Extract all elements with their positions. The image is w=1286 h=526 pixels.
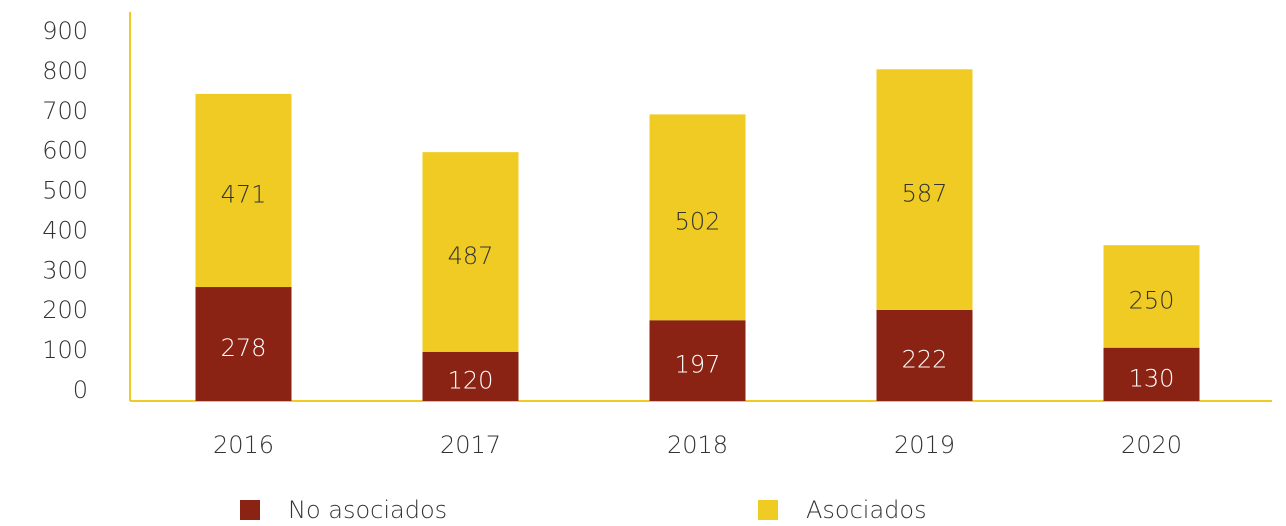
data-label: 502 (675, 207, 721, 235)
y-tick-label: 700 (42, 97, 88, 125)
legend-swatch (240, 500, 260, 520)
x-tick-label: 2017 (440, 431, 501, 459)
y-tick-label: 600 (42, 137, 88, 165)
y-tick-label: 800 (42, 57, 88, 85)
y-tick-label: 400 (42, 216, 88, 244)
legend-label: No asociados (288, 496, 447, 524)
y-tick-label: 500 (42, 177, 88, 205)
data-label: 197 (675, 351, 721, 379)
data-label: 222 (902, 345, 948, 373)
bar-segment (195, 287, 292, 401)
y-tick-label: 0 (73, 376, 88, 404)
legend-swatch (758, 500, 778, 520)
data-label: 587 (902, 180, 948, 208)
y-tick-label: 900 (42, 17, 88, 45)
data-label: 250 (1129, 286, 1175, 314)
bar-segment (422, 152, 519, 352)
bar-segment (649, 320, 746, 401)
data-label: 471 (221, 180, 267, 208)
bar-segment (1103, 245, 1200, 348)
data-label: 487 (448, 242, 494, 270)
data-label: 120 (448, 366, 494, 394)
bar-segment (876, 309, 973, 401)
bar-segment (422, 351, 519, 401)
bar-segment (876, 69, 973, 310)
x-tick-label: 2018 (667, 431, 728, 459)
x-tick-label: 2019 (894, 431, 955, 459)
bar-segment (195, 93, 292, 288)
y-tick-label: 300 (42, 256, 88, 284)
data-label: 278 (221, 334, 267, 362)
bar-segment (1103, 347, 1200, 401)
x-tick-label: 2020 (1121, 431, 1182, 459)
x-tick-label: 2016 (213, 431, 274, 459)
legend-label: Asociados (806, 496, 927, 524)
y-tick-label: 100 (42, 336, 88, 364)
data-label: 130 (1129, 364, 1175, 392)
bar-segment (649, 114, 746, 321)
y-tick-label: 200 (42, 296, 88, 324)
